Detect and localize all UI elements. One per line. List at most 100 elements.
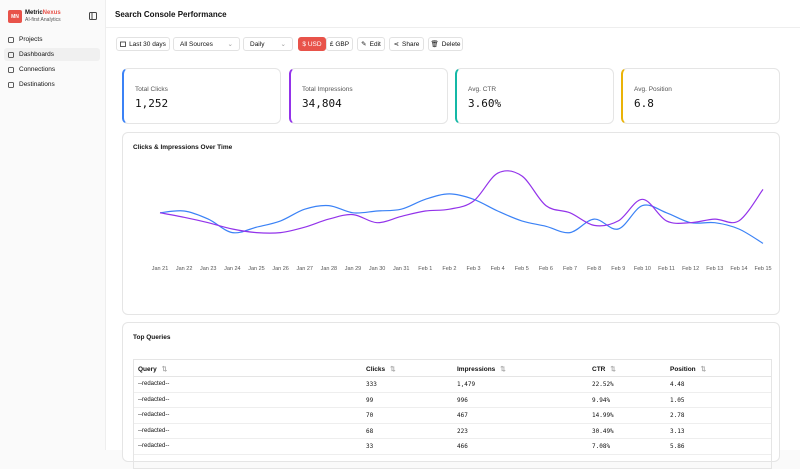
x-tick-label: Feb 5	[515, 266, 529, 272]
sort-icon: ⇅	[610, 366, 616, 373]
usd-button[interactable]: $ USD	[298, 37, 326, 51]
x-tick-label: Jan 22	[176, 266, 193, 272]
table-cell: 68	[366, 427, 374, 435]
column-header[interactable]: Query ⇅	[138, 365, 167, 373]
column-header[interactable]: Clicks ⇅	[366, 365, 396, 373]
brand-a: Metric	[25, 10, 43, 16]
nav-icon	[8, 51, 14, 58]
sort-icon: ⇅	[390, 366, 396, 373]
nav-icon	[8, 81, 14, 88]
x-tick-label: Jan 28	[321, 266, 338, 272]
divider	[106, 27, 800, 28]
column-header[interactable]: CTR ⇅	[592, 365, 616, 373]
table-cell: 70	[366, 412, 374, 419]
source-select[interactable]: All Sources ⌄	[173, 37, 240, 51]
x-tick-label: Feb 12	[682, 266, 699, 272]
x-tick-label: Jan 23	[200, 266, 217, 272]
page-title: Search Console Performance	[115, 10, 227, 19]
table-cell: --redacted--	[138, 412, 170, 418]
column-label: Query	[138, 366, 157, 373]
x-tick-label: Feb 14	[730, 266, 747, 272]
x-tick-label: Feb 15	[754, 266, 771, 272]
table-cell: 5.86	[670, 443, 685, 450]
nav-label: Projects	[19, 36, 43, 43]
kpi-value: 34,804	[302, 97, 342, 110]
table-row: --redacted-- 68 223 30.49% 3.13	[134, 424, 771, 439]
nav-label: Connections	[19, 66, 56, 73]
column-header[interactable]: Impressions ⇅	[457, 365, 506, 373]
column-label: Clicks	[366, 366, 386, 373]
range-label: Last 30 days	[129, 40, 166, 48]
column-header[interactable]: Position ⇅	[670, 365, 706, 373]
brand: MetricNexus	[25, 10, 61, 16]
x-tick-label: Feb 13	[706, 266, 723, 272]
table-cell: 223	[457, 427, 468, 435]
table-cell: 30.49%	[592, 427, 614, 435]
interval-select[interactable]: Daily ⌄	[243, 37, 293, 51]
sort-icon: ⇅	[161, 366, 168, 373]
x-tick-label: Feb 4	[491, 266, 505, 272]
x-tick-label: Jan 30	[369, 266, 386, 272]
x-tick-label: Jan 27	[296, 266, 313, 272]
x-tick-label: Jan 26	[272, 266, 289, 272]
x-tick-label: Jan 21	[152, 266, 169, 272]
x-tick-label: Feb 3	[467, 266, 481, 272]
kpi-value: 1,252	[135, 97, 169, 110]
edit-button[interactable]: ✎ Edit	[357, 37, 385, 51]
nav-icon	[8, 36, 14, 43]
page: MN MetricNexus AI-first Analytics Projec…	[4, 0, 800, 469]
table-cell: --redacted--	[138, 443, 170, 449]
table-cell: 467	[457, 412, 468, 419]
x-tick-label: Feb 11	[658, 266, 675, 272]
table-cell: 99	[366, 396, 374, 404]
brand-b: Nexus	[42, 10, 61, 16]
nav-item[interactable]: Dashboards	[4, 48, 100, 61]
share-label: Share	[402, 40, 420, 48]
usd-label: $ USD	[302, 40, 322, 48]
table-row: --redacted-- 99 996 9.94% 1.05	[134, 393, 771, 408]
table-cell: 4.48	[670, 381, 685, 388]
table-cell: 1,479	[457, 381, 476, 388]
table-header: Query ⇅ Clicks ⇅ Impressions ⇅ CTR ⇅ Position ⇅	[134, 360, 771, 377]
kpi-card: Total Clicks 1,252	[122, 68, 281, 124]
range-button[interactable]: Last 30 days	[116, 37, 170, 51]
table-cell: 9.94%	[592, 396, 611, 404]
nav-label: Destinations	[19, 81, 55, 88]
tagline: AI-first Analytics	[25, 17, 61, 23]
x-tick-label: Jan 24	[224, 266, 241, 272]
gbp-label: £ GBP	[329, 40, 350, 48]
series-line	[159, 170, 764, 234]
kpi-label: Avg. CTR	[468, 86, 497, 93]
share-button[interactable]: ⋖ Share	[389, 37, 424, 51]
column-label: Position	[670, 366, 696, 373]
x-tick-label: Jan 29	[345, 266, 362, 272]
nav-icon	[8, 66, 14, 73]
x-tick-label: Jan 31	[393, 266, 410, 272]
table: Query ⇅ Clicks ⇅ Impressions ⇅ CTR ⇅ Position ⇅ --…	[133, 359, 772, 469]
nav-item[interactable]: Destinations	[4, 78, 100, 91]
table-card: Top Queries Query ⇅ Clicks ⇅ Impressions ⇅ CTR…	[122, 322, 780, 469]
source-label: All Sources	[180, 40, 213, 48]
chart: Jan 21 Jan 22 Jan 23 Jan 24 Jan 25 Jan 26 Jan …	[152, 170, 772, 272]
gbp-button[interactable]: £ GBP	[326, 37, 353, 51]
nav-item[interactable]: Connections	[4, 63, 100, 76]
x-tick-label: Feb 1	[418, 266, 432, 272]
x-tick-label: Feb 7	[563, 266, 577, 272]
table-cell: --redacted--	[138, 427, 170, 434]
nav-item[interactable]: Projects	[4, 33, 100, 46]
table-cell: --redacted--	[138, 381, 170, 387]
kpi-value: 6.8	[634, 97, 654, 110]
table-cell: 22.52%	[592, 381, 614, 388]
table-row: --redacted-- 333 1,479 22.52% 4.48	[134, 377, 771, 393]
delete-button[interactable]: 🗑 Delete	[428, 37, 463, 51]
column-label: CTR	[592, 366, 606, 373]
table-cell: --redacted--	[138, 396, 170, 403]
table-cell: 33	[366, 443, 374, 450]
x-tick-label: Jan 25	[248, 266, 265, 272]
kpi-value: 3.60%	[468, 97, 502, 110]
toggle[interactable]	[89, 12, 97, 20]
edit-label: Edit	[369, 40, 381, 48]
sort-icon: ⇅	[700, 366, 707, 373]
table-cell: 2.78	[670, 412, 685, 419]
series-line	[159, 193, 764, 244]
